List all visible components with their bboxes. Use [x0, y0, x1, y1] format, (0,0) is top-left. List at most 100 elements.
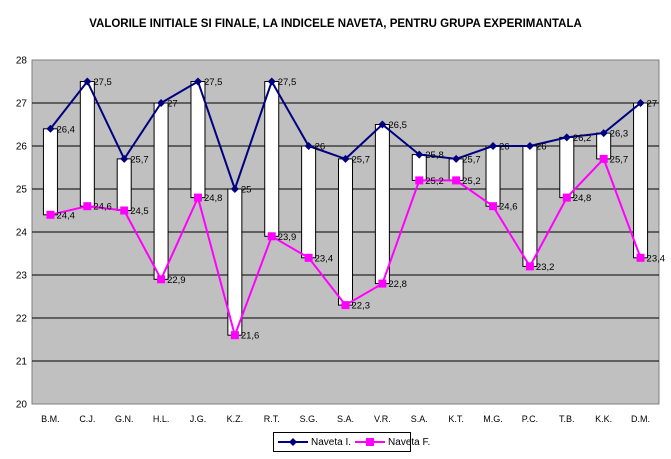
data-point-naveta-i	[489, 142, 498, 150]
data-point-naveta-i	[83, 77, 92, 86]
data-point-naveta-f	[304, 253, 313, 262]
data-point-naveta-f	[489, 202, 498, 211]
data-point-naveta-i	[636, 99, 645, 107]
legend-item-naveta-f: Naveta F.	[355, 437, 430, 448]
data-label: 22,8	[388, 279, 407, 290]
data-label: 26,5	[388, 120, 407, 131]
data-point-naveta-f	[378, 279, 387, 288]
legend-swatch-naveta-i	[278, 438, 308, 446]
high-low-bar	[42, 128, 58, 216]
legend-swatch-naveta-f	[355, 438, 386, 446]
data-label: 26	[499, 142, 510, 153]
data-point-naveta-f	[267, 232, 276, 241]
data-point-naveta-i	[46, 124, 55, 133]
x-tick-label: S.G.	[300, 414, 318, 424]
legend-label-naveta-i: Naveta I.	[311, 436, 352, 448]
x-tick-label: J.G.	[190, 414, 207, 424]
x-tick-label: C.J.	[79, 414, 95, 424]
data-point-naveta-i	[193, 77, 202, 86]
y-tick-label: 20	[16, 400, 28, 411]
x-tick-label: K.T.	[448, 414, 464, 424]
high-low-bar	[264, 81, 280, 237]
high-low-bar	[522, 145, 538, 267]
data-point-naveta-i	[120, 154, 129, 163]
data-point-naveta-f	[525, 262, 534, 271]
data-label: 26	[536, 142, 547, 153]
data-label: 25,8	[425, 150, 444, 161]
data-label: 27,5	[204, 77, 223, 88]
data-label: 22,3	[352, 301, 371, 312]
data-label: 25,7	[352, 154, 371, 165]
data-label: 26,3	[610, 129, 629, 140]
y-tick-label: 27	[16, 99, 28, 110]
data-point-naveta-i	[378, 120, 387, 129]
high-low-bar	[374, 124, 390, 285]
x-tick-label: R.T.	[264, 414, 280, 424]
data-label: 25,7	[462, 154, 481, 165]
data-point-naveta-i	[230, 185, 239, 193]
x-tick-label: P.C.	[522, 414, 538, 424]
data-point-naveta-f	[83, 202, 92, 211]
x-tick-label: G.N.	[115, 414, 134, 424]
legend-label-naveta-f: Naveta F.	[388, 436, 431, 448]
data-label: 26,4	[56, 124, 75, 135]
data-point-naveta-f	[452, 176, 461, 185]
y-axis-tick-labels: 20 21 22 23 24 25 26 27 28	[16, 56, 28, 411]
x-tick-label: B.M.	[41, 414, 60, 424]
x-axis-tick-labels: B.M. C.J. G.N. H.L. J.G. K.Z. R.T. S.G. S.A. V.R.…	[41, 414, 650, 424]
data-label: 26	[315, 142, 326, 153]
data-point-naveta-i	[525, 142, 534, 150]
data-point-naveta-i	[562, 133, 571, 142]
high-low-bar	[633, 102, 649, 259]
high-low-bar	[153, 102, 169, 280]
data-label: 27	[647, 99, 658, 110]
data-label: 25	[241, 185, 252, 196]
data-point-naveta-i	[415, 150, 424, 159]
high-low-bar	[301, 145, 317, 259]
data-label: 24,8	[204, 193, 223, 204]
data-label: 24,8	[573, 193, 592, 204]
y-tick-label: 28	[16, 56, 28, 67]
data-point-naveta-f	[193, 193, 202, 202]
data-label: 27	[167, 99, 178, 110]
legend: Naveta I. Naveta F.	[273, 432, 430, 452]
high-low-bar	[559, 136, 575, 199]
x-tick-label: S.A.	[411, 414, 428, 424]
x-tick-label: H.L.	[153, 414, 170, 424]
data-point-naveta-f	[46, 210, 55, 219]
data-label: 25,2	[462, 176, 481, 187]
chart-title: VALORILE INITIALE SI FINALE, LA INDICELE…	[89, 18, 582, 30]
data-label: 24,4	[56, 210, 75, 221]
data-label: 23,2	[536, 262, 555, 273]
data-label: 23,4	[647, 253, 666, 264]
data-label: 25,7	[610, 154, 629, 165]
data-label: 26,2	[573, 133, 592, 144]
data-point-naveta-f	[562, 193, 571, 202]
y-tick-label: 26	[16, 142, 28, 153]
data-labels: 26,4 27,5 25,7 27 27,5 25 27,5 26 25,7 26,5 25,8 25…	[56, 77, 665, 342]
data-point-naveta-f	[230, 331, 239, 340]
data-label: 24,6	[499, 202, 518, 213]
data-label: 23,4	[315, 253, 334, 264]
data-point-naveta-f	[157, 275, 166, 284]
data-point-naveta-f	[636, 253, 645, 262]
y-tick-label: 21	[16, 357, 28, 368]
data-label: 23,9	[278, 232, 297, 243]
data-label: 25,7	[130, 154, 149, 165]
high-low-bar	[116, 158, 132, 211]
data-point-naveta-i	[599, 129, 608, 138]
x-tick-label: M.G.	[483, 414, 503, 424]
data-point-naveta-f	[341, 301, 350, 310]
data-point-naveta-i	[157, 99, 166, 107]
high-low-bar	[485, 145, 501, 207]
x-tick-label: V.R.	[374, 414, 391, 424]
data-point-naveta-i	[304, 142, 313, 150]
data-label: 27,5	[278, 77, 297, 88]
data-point-naveta-f	[599, 154, 608, 163]
x-tick-label: D.M.	[631, 414, 650, 424]
series-markers	[46, 77, 645, 340]
x-tick-label: T.B.	[559, 414, 575, 424]
high-low-bar	[190, 81, 206, 199]
data-label: 27,5	[93, 77, 112, 88]
